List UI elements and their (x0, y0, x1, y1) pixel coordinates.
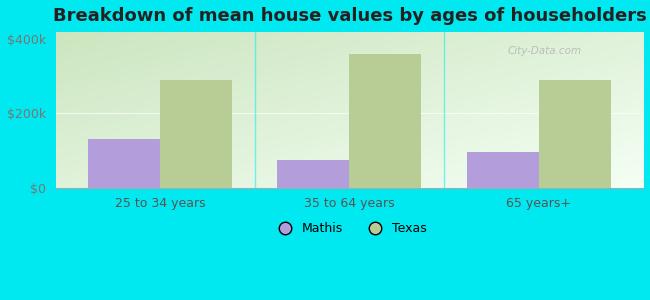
Bar (467, 152, 539, 188)
Bar (278, 160, 350, 188)
Text: City-Data.com: City-Data.com (508, 46, 582, 56)
Bar (88, 140, 160, 188)
Title: Breakdown of mean house values by ages of householders: Breakdown of mean house values by ages o… (53, 7, 646, 25)
Legend: Mathis, Texas: Mathis, Texas (267, 218, 432, 240)
Bar (539, 80, 611, 188)
Bar (350, 54, 421, 188)
Bar (160, 80, 232, 188)
